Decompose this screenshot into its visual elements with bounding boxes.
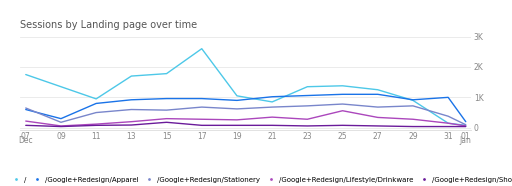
Text: Dec: Dec <box>18 136 33 145</box>
Text: Sessions by Landing page over time: Sessions by Landing page over time <box>20 20 198 30</box>
Legend: /, /Google+Redesign/Apparel, /Google+Redesign/Stationery, /Google+Redesign/Lifes: /, /Google+Redesign/Apparel, /Google+Red… <box>9 177 512 182</box>
Text: Jan: Jan <box>460 136 472 145</box>
